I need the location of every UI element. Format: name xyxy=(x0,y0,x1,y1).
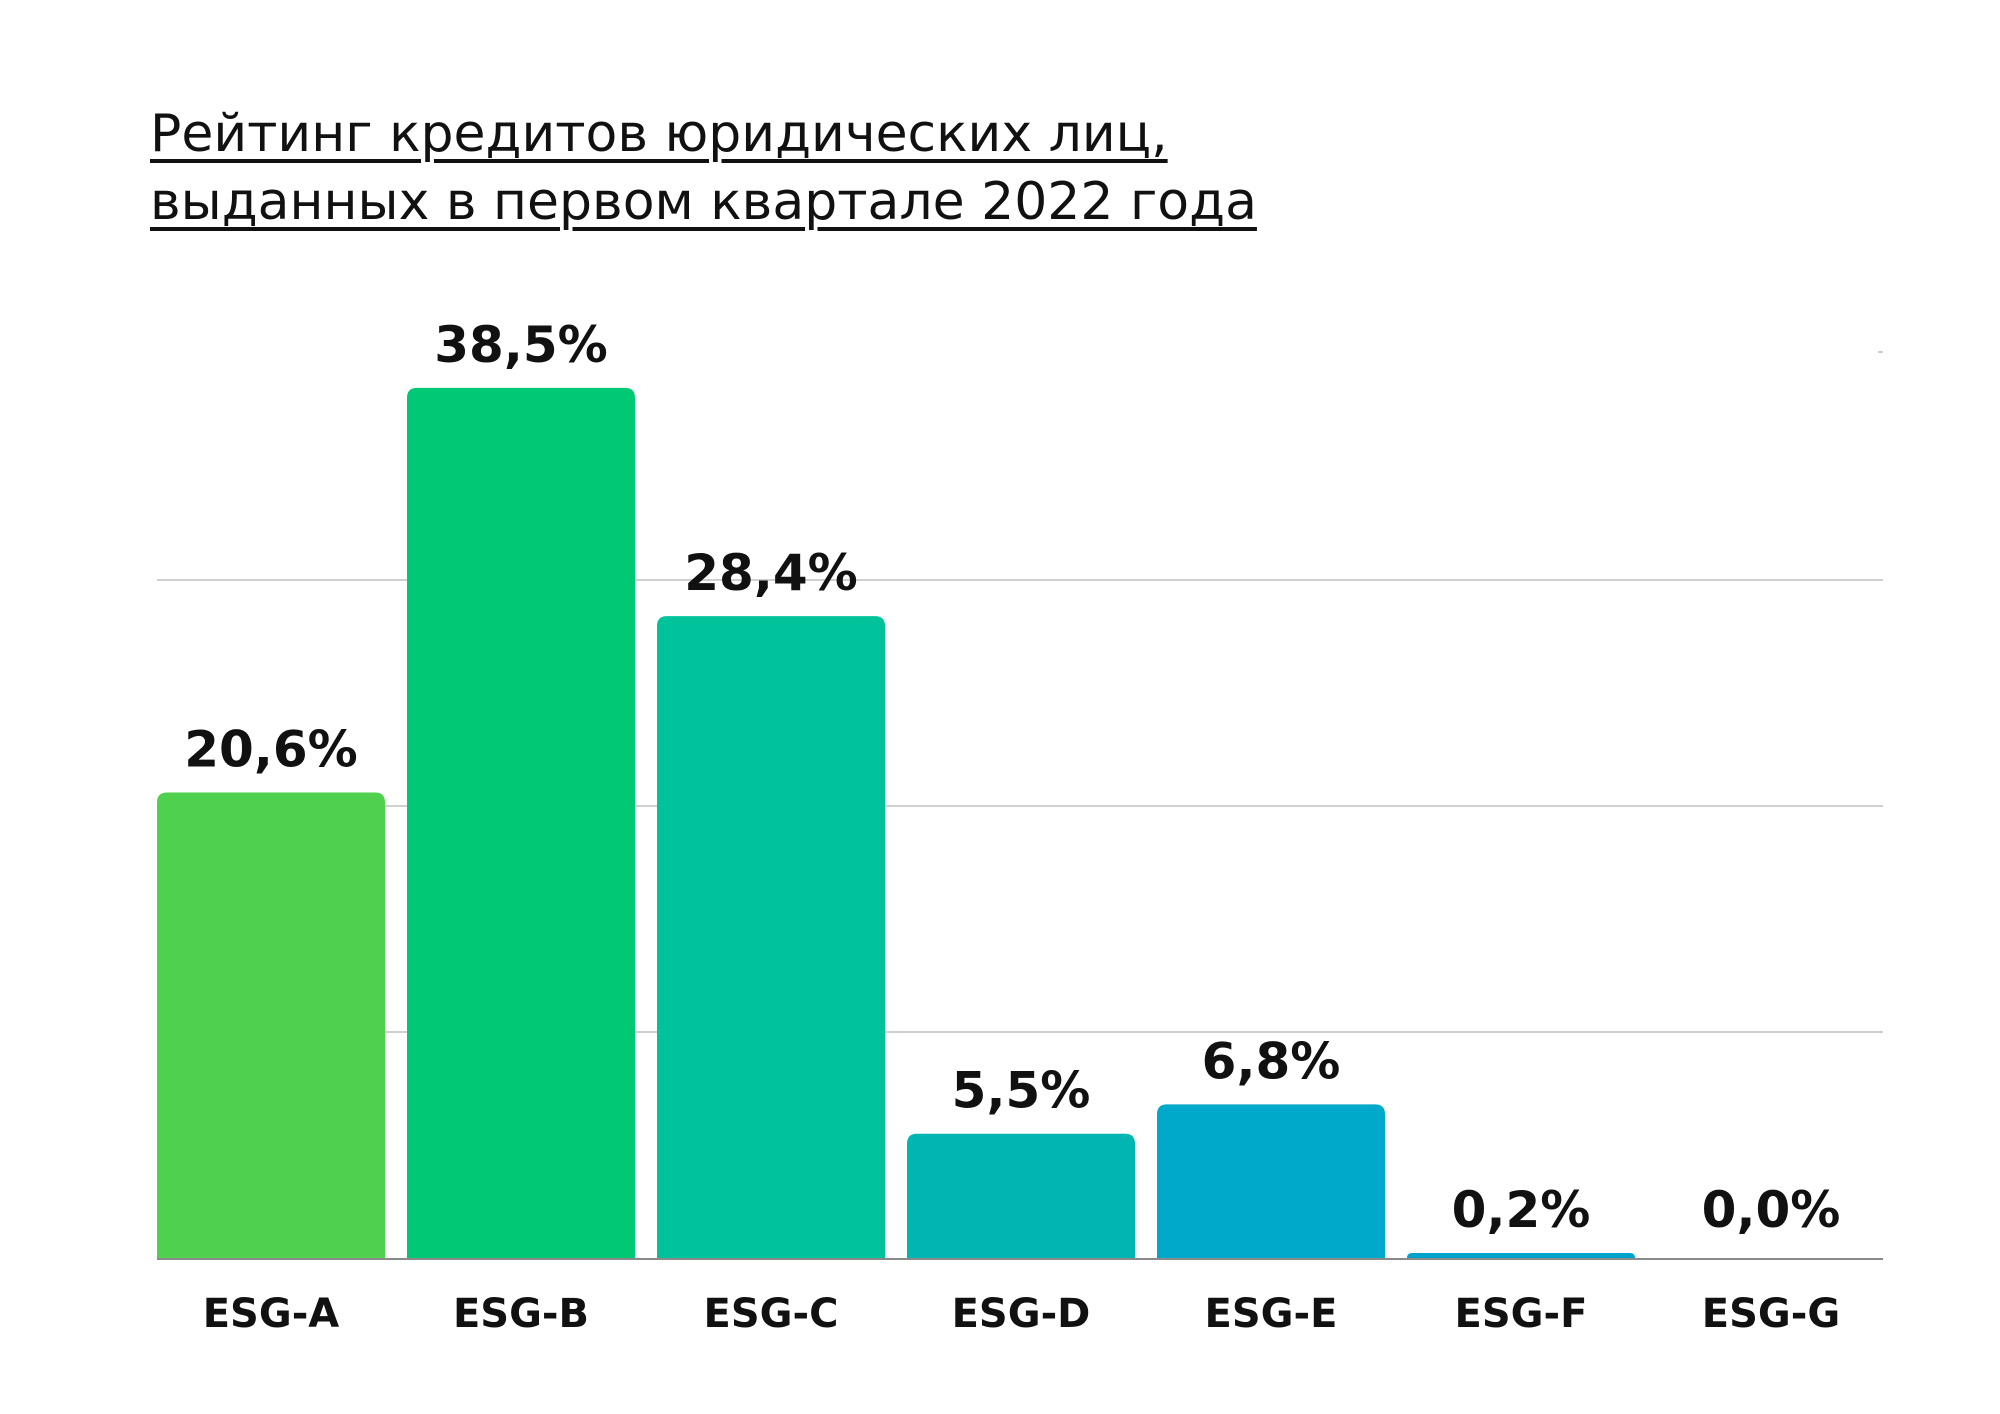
category-label-esg-b: ESG-B xyxy=(453,1291,589,1337)
category-label-esg-c: ESG-C xyxy=(704,1291,839,1337)
bar-esg-f xyxy=(1407,1253,1635,1258)
chart-title-line-1: Рейтинг кредитов юридических лиц, xyxy=(150,104,1168,164)
bar-esg-e xyxy=(1157,1104,1385,1258)
bar-esg-c xyxy=(657,616,885,1258)
category-label-esg-f: ESG-F xyxy=(1455,1291,1588,1337)
category-label-esg-d: ESG-D xyxy=(952,1291,1091,1337)
category-label-esg-e: ESG-E xyxy=(1205,1291,1338,1337)
bars xyxy=(157,387,1635,1258)
value-label-esg-f: 0,2% xyxy=(1452,1181,1591,1239)
bar-esg-b xyxy=(407,387,635,1258)
chart-title-line-2: выданных в первом квартале 2022 года xyxy=(150,172,1257,232)
value-label-esg-e: 6,8% xyxy=(1202,1032,1341,1090)
bar-esg-d xyxy=(907,1133,1135,1258)
category-label-esg-a: ESG-A xyxy=(203,1291,340,1337)
value-label-esg-d: 5,5% xyxy=(952,1062,1091,1120)
category-labels: ESG-A ESG-B ESG-C ESG-D ESG-E ESG-F ESG-G xyxy=(203,1291,1840,1337)
category-label-esg-g: ESG-G xyxy=(1702,1291,1840,1337)
value-label-esg-b: 38,5% xyxy=(434,316,607,374)
value-label-esg-g: 0,0% xyxy=(1702,1181,1841,1239)
bar-esg-a xyxy=(157,792,385,1258)
value-label-esg-c: 28,4% xyxy=(684,544,857,602)
chart-title: Рейтинг кредитов юридических лиц, выданн… xyxy=(150,100,1650,236)
value-label-esg-a: 20,6% xyxy=(184,720,357,778)
value-labels: 20,6% 38,5% 28,4% 5,5% 6,8% 0,2% 0,0% xyxy=(184,316,1840,1239)
